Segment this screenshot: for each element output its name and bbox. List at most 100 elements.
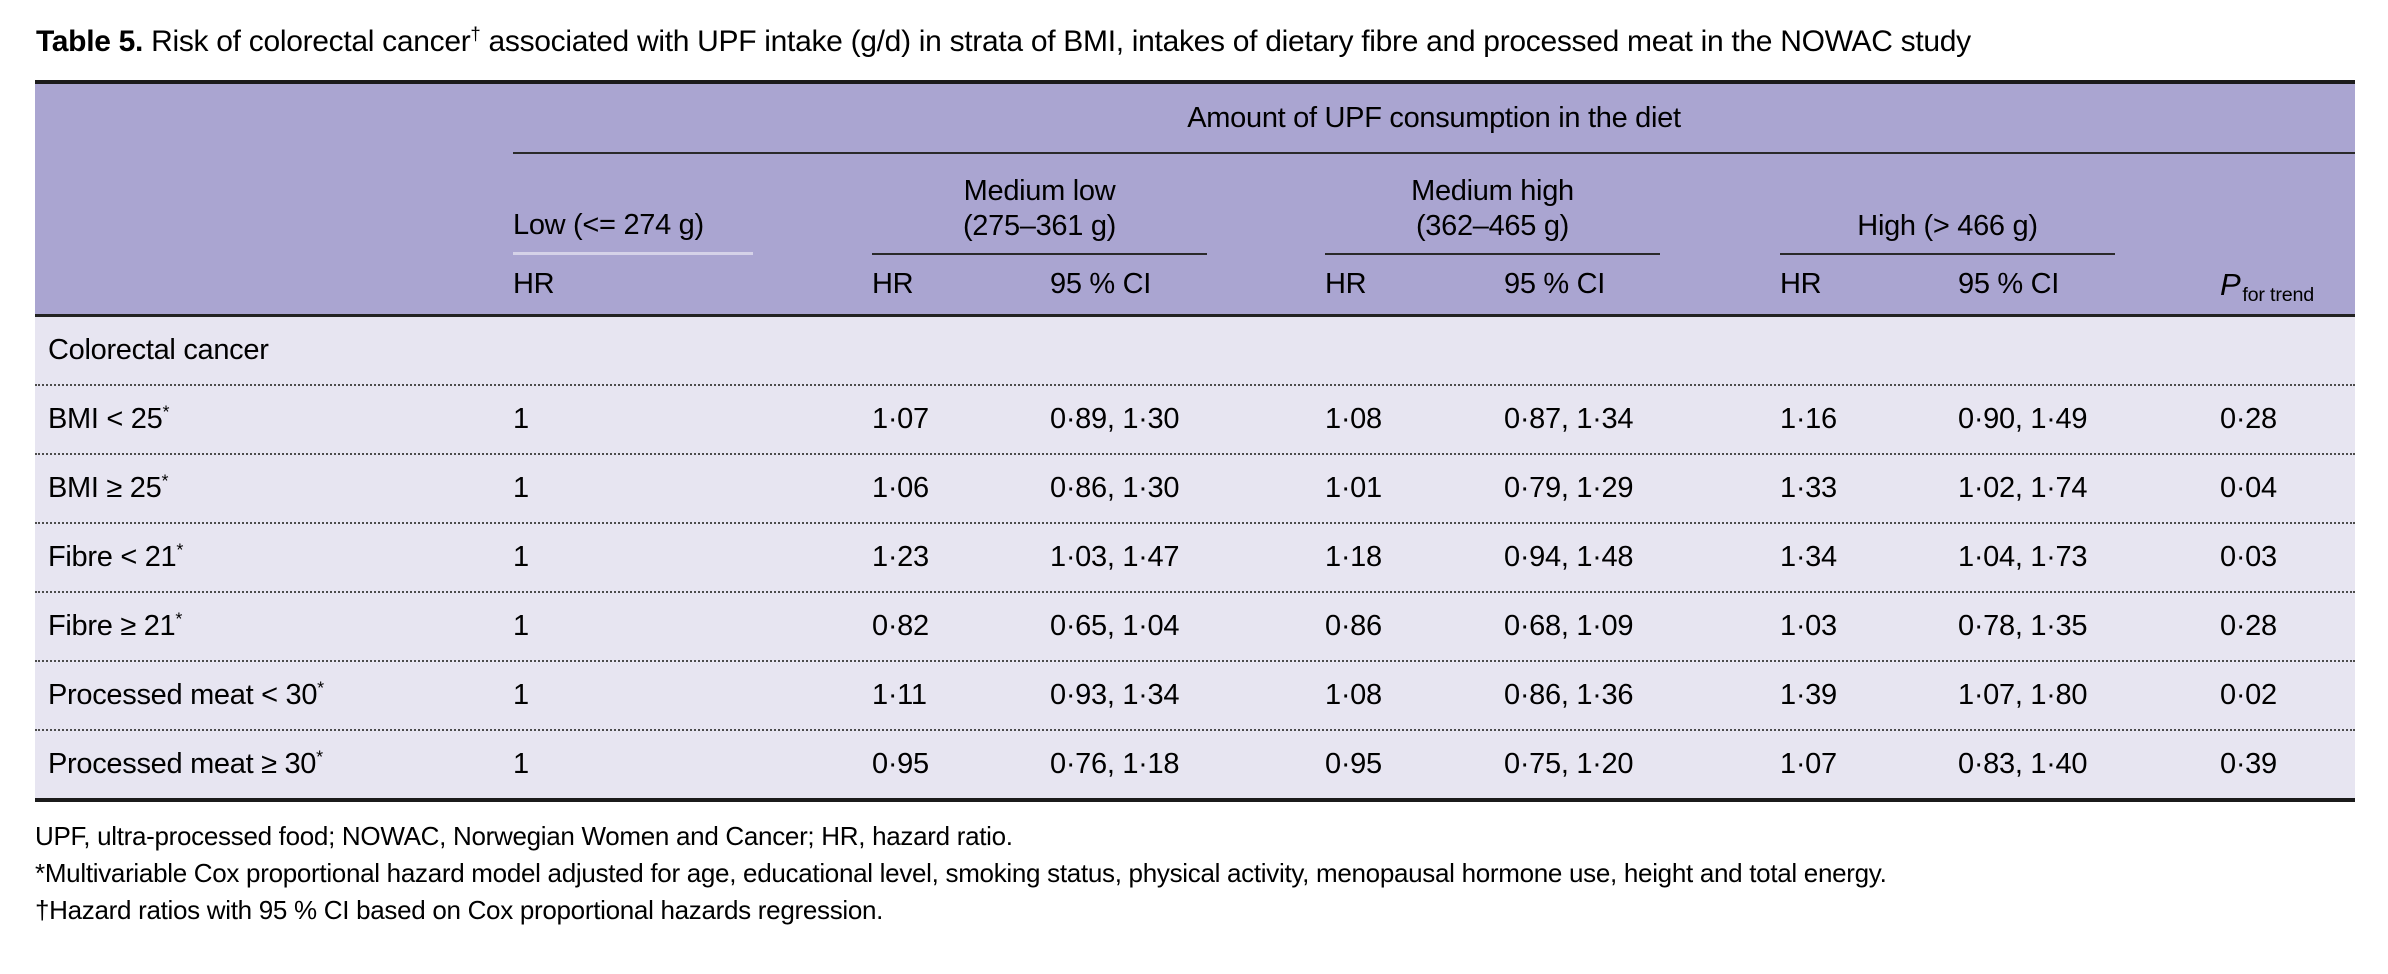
cell-p-for-trend: 0·28: [2220, 610, 2277, 642]
asterisk-superscript: *: [162, 401, 170, 422]
dagger-superscript: †: [470, 23, 481, 44]
spanner-title-row: Amount of UPF consumption in the diet: [35, 84, 2355, 154]
p-symbol: P: [2220, 266, 2241, 302]
group-header-row: Low (<= 274 g) Medium low (275–361 g) Me…: [35, 154, 2355, 255]
table-header: Amount of UPF consumption in the diet Lo…: [35, 84, 2355, 317]
asterisk-superscript: *: [316, 746, 323, 767]
cell-hr-medium-low: 1·06: [872, 472, 929, 504]
row-label: Fibre < 21*: [48, 539, 184, 573]
asterisk-superscript: *: [317, 677, 324, 698]
cell-hr-high: 1·39: [1780, 679, 1837, 711]
cell-ci-medium-high: 0·86, 1·36: [1504, 679, 1634, 711]
row-label: Fibre ≥ 21*: [48, 608, 183, 642]
subheader-ci-medium-low: 95 % CI: [1050, 268, 1152, 300]
spanner-spacer: [35, 84, 513, 154]
cell-ci-medium-low: 0·76, 1·18: [1050, 748, 1180, 780]
table-row-processed-meat-lt-30: Processed meat < 30* 1 1·11 0·93, 1·34 1…: [35, 660, 2355, 729]
cell-ci-medium-high: 0·68, 1·09: [1504, 610, 1634, 642]
cell-hr-medium-low: 1·23: [872, 541, 929, 573]
cell-hr-medium-high: 1·01: [1325, 472, 1382, 504]
cell-ci-medium-high: 0·75, 1·20: [1504, 748, 1634, 780]
cell-hr-high: 1·33: [1780, 472, 1837, 504]
group-low-label: Low (<= 274 g): [513, 209, 704, 241]
subheader-ci-medium-high: 95 % CI: [1504, 268, 1606, 300]
cell-hr-medium-low: 1·07: [872, 403, 929, 435]
cell-hr-high: 1·07: [1780, 748, 1837, 780]
subheader-hr-medium-low: HR: [872, 268, 914, 300]
title-text-before-dagger: Risk of colorectal cancer: [143, 25, 471, 58]
title-text-after-dagger: associated with UPF intake (g/d) in stra…: [480, 25, 1972, 58]
cell-ci-medium-high: 0·87, 1·34: [1504, 403, 1634, 435]
asterisk-superscript: *: [161, 470, 169, 491]
cell-ci-high: 1·04, 1·73: [1958, 541, 2088, 573]
cell-ci-high: 0·90, 1·49: [1958, 403, 2088, 435]
cell-ci-medium-high: 0·79, 1·29: [1504, 472, 1634, 504]
group-spacer-right: [2220, 154, 2355, 255]
table-body: Colorectal cancer BMI < 25* 1 1·07 0·89,…: [35, 317, 2355, 798]
cell-hr-medium-high: 0·86: [1325, 610, 1382, 642]
footnotes: UPF, ultra-processed food; NOWAC, Norweg…: [35, 818, 2388, 929]
cell-hr-low: 1: [513, 748, 529, 780]
cell-hr-low: 1: [513, 610, 529, 642]
cell-ci-high: 0·83, 1·40: [1958, 748, 2088, 780]
cell-ci-medium-low: 0·93, 1·34: [1050, 679, 1180, 711]
row-label: Processed meat ≥ 30*: [48, 746, 323, 780]
cell-hr-low: 1: [513, 541, 529, 573]
footnote-dagger: †Hazard ratios with 95 % CI based on Cox…: [35, 895, 884, 925]
table-number: Table 5.: [36, 25, 144, 58]
subheader-hr-low: HR: [513, 268, 555, 300]
asterisk-superscript: *: [175, 608, 183, 629]
subheader-hr-medium-high: HR: [1325, 268, 1367, 300]
group-medium-high: Medium high (362–465 g): [1325, 154, 1780, 255]
cell-ci-medium-low: 0·65, 1·04: [1050, 610, 1180, 642]
cell-hr-low: 1: [513, 679, 529, 711]
row-label: BMI ≥ 25*: [48, 470, 169, 504]
cell-ci-high: 1·02, 1·74: [1958, 472, 2088, 504]
group-high: High (> 466 g): [1780, 154, 2220, 255]
cell-hr-medium-low: 1·11: [872, 679, 927, 711]
table-row-bmi-ge-25: BMI ≥ 25* 1 1·06 0·86, 1·30 1·01 0·79, 1…: [35, 453, 2355, 522]
group-medium-high-label-line1: Medium high: [1411, 175, 1574, 207]
table: Amount of UPF consumption in the diet Lo…: [35, 80, 2355, 802]
p-subscript: for trend: [2242, 283, 2314, 306]
cell-p-for-trend: 0·39: [2220, 748, 2277, 780]
cell-ci-high: 0·78, 1·35: [1958, 610, 2088, 642]
cell-ci-medium-low: 0·86, 1·30: [1050, 472, 1180, 504]
group-high-label: High (> 466 g): [1857, 210, 2038, 242]
group-low: Low (<= 274 g): [513, 154, 872, 255]
asterisk-superscript: *: [176, 539, 184, 560]
cell-hr-high: 1·34: [1780, 541, 1837, 573]
cell-hr-medium-high: 0·95: [1325, 748, 1382, 780]
cell-p-for-trend: 0·03: [2220, 541, 2277, 573]
table-row-bmi-lt-25: BMI < 25* 1 1·07 0·89, 1·30 1·08 0·87, 1…: [35, 384, 2355, 453]
cell-ci-medium-high: 0·94, 1·48: [1504, 541, 1634, 573]
footnote-asterisk: *Multivariable Cox proportional hazard m…: [35, 858, 1887, 888]
section-label: Colorectal cancer: [48, 334, 269, 366]
subheader-hr-high: HR: [1780, 268, 1822, 300]
table-row-fibre-lt-21: Fibre < 21* 1 1·23 1·03, 1·47 1·18 0·94,…: [35, 522, 2355, 591]
cell-hr-medium-low: 0·95: [872, 748, 929, 780]
table-row-processed-meat-ge-30: Processed meat ≥ 30* 1 0·95 0·76, 1·18 0…: [35, 729, 2355, 798]
cell-p-for-trend: 0·02: [2220, 679, 2277, 711]
cell-hr-high: 1·16: [1780, 403, 1837, 435]
row-label: Processed meat < 30*: [48, 677, 324, 711]
cell-hr-medium-high: 1·18: [1325, 541, 1382, 573]
group-medium-high-label-line2: (362–465 g): [1415, 210, 1570, 242]
cell-hr-low: 1: [513, 403, 529, 435]
cell-hr-high: 1·03: [1780, 610, 1837, 642]
cell-ci-medium-low: 1·03, 1·47: [1050, 541, 1180, 573]
cell-p-for-trend: 0·04: [2220, 472, 2277, 504]
section-row: Colorectal cancer: [35, 317, 2355, 384]
table-row-fibre-ge-21: Fibre ≥ 21* 1 0·82 0·65, 1·04 0·86 0·68,…: [35, 591, 2355, 660]
cell-p-for-trend: 0·28: [2220, 403, 2277, 435]
cell-hr-low: 1: [513, 472, 529, 504]
footnote-abbreviations: UPF, ultra-processed food; NOWAC, Norweg…: [35, 821, 1013, 851]
cell-hr-medium-high: 1·08: [1325, 403, 1382, 435]
spanner-title: Amount of UPF consumption in the diet: [513, 84, 2355, 154]
group-medium-low-label-line1: Medium low: [963, 175, 1116, 207]
subheader-ci-high: 95 % CI: [1958, 268, 2060, 300]
cell-hr-medium-high: 1·08: [1325, 679, 1382, 711]
group-medium-low-label-line2: (275–361 g): [962, 210, 1117, 242]
